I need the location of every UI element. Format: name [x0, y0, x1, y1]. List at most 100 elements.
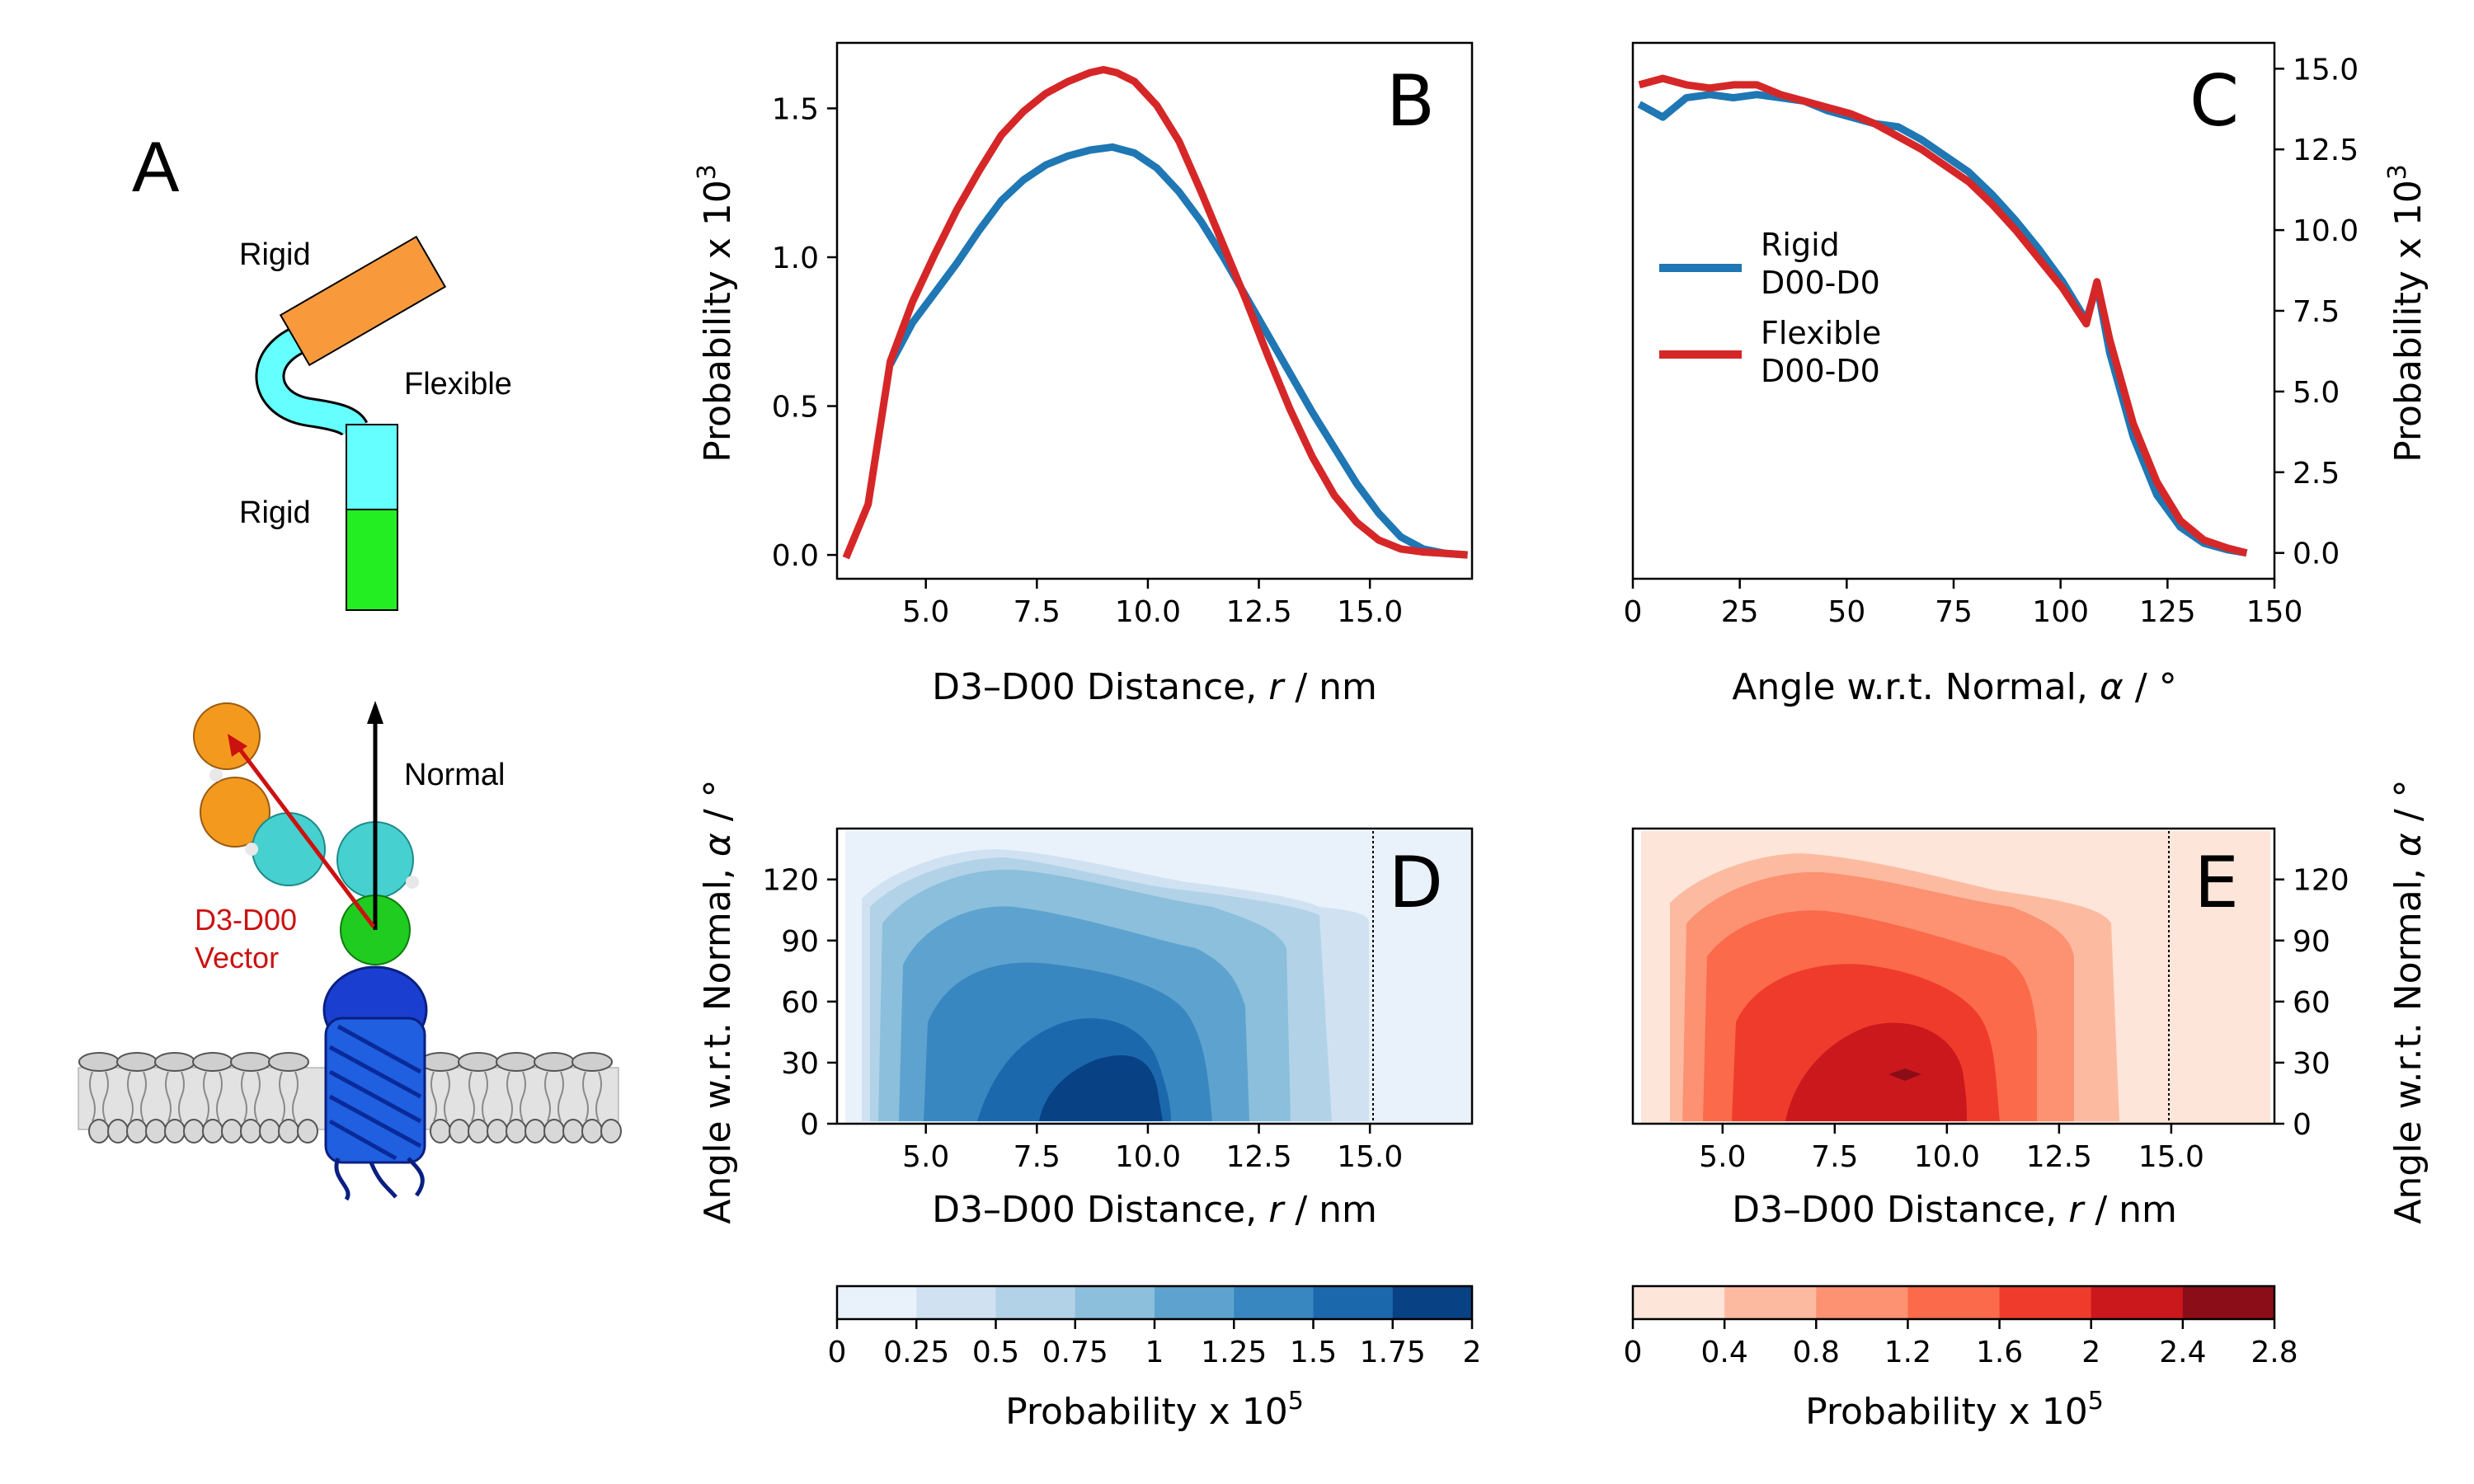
label-rigid-top: Rigid [239, 237, 311, 272]
panel-c-label: C [2189, 60, 2239, 143]
d3-d00-arrowhead [228, 734, 247, 757]
panel-c-ytick-label: 12.5 [2293, 134, 2359, 167]
label-normal: Normal [404, 758, 505, 792]
panel-a: A Rigid Flexible Rigid [78, 128, 622, 1201]
panel-e-xtick-label: 7.5 [1811, 1140, 1858, 1174]
panel-e-colorbar-bin [1999, 1286, 2092, 1319]
panel-b-label: B [1386, 60, 1435, 143]
panel-e-colorbar-label: Probability x 105 [1805, 1387, 2104, 1433]
label-rigid-bottom: Rigid [239, 495, 311, 530]
panel-d-colorbar-bin [1234, 1286, 1314, 1319]
panel-d-colorbar-bin [837, 1286, 917, 1319]
legend-flexible-line1: Flexible [1761, 315, 1881, 351]
panel-e-xlabel: D3–D00 Distance, r / nm [1732, 1189, 2177, 1231]
rigid-domain-green [346, 509, 398, 611]
panel-e-colorbar-tick-label: 2.8 [2251, 1336, 2298, 1369]
panel-d-ytick-label: 0 [800, 1108, 819, 1142]
panel-b-xtick-label: 10.0 [1115, 595, 1181, 629]
panel-c-xtick-label: 50 [1827, 595, 1865, 629]
panel-e-colorbar-tick-label: 1.6 [1976, 1336, 2023, 1369]
panel-b-axes [835, 41, 1474, 580]
panel-c-ytick-label: 2.5 [2293, 457, 2340, 491]
panel-e-colorbar-tick-label: 2 [2081, 1336, 2100, 1369]
protein-barrel [322, 965, 428, 1201]
rigid-domain-cyan [346, 424, 398, 510]
panel-e-colorbar-tick-label: 1.2 [1884, 1336, 1931, 1369]
flexible-linker-fill [257, 322, 366, 436]
panel-e-xtick-label: 12.5 [2026, 1140, 2092, 1174]
panel-e-colorbar-bin [2091, 1286, 2184, 1319]
panel-c-axes [1631, 41, 2276, 580]
panel-c-ytick-label: 15.0 [2293, 53, 2359, 87]
panel-e-ytick-label: 60 [2293, 986, 2331, 1020]
panel-b-ytick-label: 0.5 [772, 391, 819, 425]
panel-d-colorbar-tick-label: 0 [828, 1336, 847, 1369]
panel-b-ytick-label: 0.0 [772, 539, 819, 573]
panel-e-xtick-label: 10.0 [1914, 1140, 1980, 1174]
panel-e-colorbar-bin [1816, 1286, 1908, 1319]
panel-b-series-flexible [842, 66, 1468, 560]
panel-d-colorbar-tick-label: 0.25 [883, 1336, 949, 1369]
panel-e-colorbar-bin [1907, 1286, 2001, 1319]
panel-c-xtick-label: 125 [2139, 595, 2196, 629]
panel-b-ylabel: Probability x 103 [693, 164, 739, 463]
label-flexible: Flexible [404, 367, 512, 402]
legend-rigid-line1: Rigid [1761, 227, 1840, 263]
panel-c-xtick-label: 150 [2246, 595, 2303, 629]
panel-b-xtick-label: 12.5 [1225, 595, 1291, 629]
label-vector-1: D3-D00 [195, 903, 297, 937]
panel-e-ytick-label: 90 [2293, 925, 2331, 959]
panel-d-xtick-label: 7.5 [1014, 1140, 1061, 1174]
panel-d-xtick-label: 10.0 [1115, 1140, 1181, 1174]
panel-d-ytick-label: 120 [762, 864, 819, 898]
label-vector-2: Vector [195, 941, 279, 974]
panel-d-colorbar-tick-label: 2 [1463, 1336, 1482, 1369]
panel-e-colorbar-bin [1724, 1286, 1817, 1319]
panel-e-ytick-label: 30 [2293, 1047, 2331, 1081]
panel-d-ytick-label: 30 [781, 1047, 819, 1081]
panel-c: 0 25 50 75 100 125 150 0.0 2.5 5.0 7.5 10.0 12.5 15.0… [1624, 41, 2429, 708]
panel-d-xtick-label: 5.0 [902, 1140, 949, 1174]
panel-e-colorbar-tick-label: 0 [1624, 1336, 1643, 1369]
panel-e-xtick-label: 5.0 [1699, 1140, 1746, 1174]
legend-rigid-line2: D00-D0 [1761, 265, 1880, 301]
panel-d-label: D [1389, 842, 1443, 924]
d3-d00-vector [236, 744, 375, 928]
panel-d-colorbar-tick-label: 1.5 [1290, 1336, 1337, 1369]
panel-e-colorbar-tick-label: 2.4 [2159, 1336, 2206, 1369]
panel-c-ylabel: Probability x 103 [2383, 164, 2429, 463]
panel-e-axes [1631, 827, 2276, 1125]
panel-e-colorbar-bin [1633, 1286, 1725, 1319]
panel-d-ylabel: Angle w.r.t. Normal, α / ° [697, 779, 739, 1223]
panel-e-colorbar-frame [1631, 1284, 2276, 1321]
panel-c-xtick-label: 75 [1935, 595, 1973, 629]
panel-d-colorbar-label: Probability x 105 [1005, 1387, 1304, 1433]
panel-d-xtick-label: 12.5 [1225, 1140, 1291, 1174]
panel-b-series-rigid [887, 143, 1468, 559]
panel-d-colorbar-tick-label: 0.5 [972, 1336, 1019, 1369]
panel-c-ytick-label: 5.0 [2293, 376, 2340, 410]
panel-d-colorbar-bin [916, 1286, 996, 1319]
panel-c-xtick-label: 100 [2032, 595, 2089, 629]
panel-b-xtick-label: 5.0 [902, 595, 949, 629]
panel-c-legend: Rigid D00-D0 Flexible D00-D0 [1659, 227, 1881, 389]
panel-d-xlabel: D3–D00 Distance, r / nm [932, 1189, 1377, 1231]
normal-arrowhead [367, 701, 383, 724]
panel-c-ytick-label: 7.5 [2293, 295, 2340, 329]
panel-b-ytick-label: 1.0 [772, 242, 819, 275]
panel-d-colorbar-bin [1313, 1286, 1394, 1319]
panel-b-xlabel: D3–D00 Distance, r / nm [932, 666, 1377, 708]
panel-e-xtick-label: 15.0 [2138, 1140, 2204, 1174]
panel-e-ytick-label: 120 [2293, 864, 2349, 898]
panel-d-axes [835, 827, 1474, 1125]
panel-d-ytick-label: 60 [781, 986, 819, 1020]
panel-d-colorbar-tick-label: 1.25 [1201, 1336, 1267, 1369]
panel-c-ytick-label: 0.0 [2293, 538, 2340, 571]
panel-c-ytick-label: 10.0 [2293, 214, 2359, 248]
panel-e-colorbar-tick-label: 0.4 [1701, 1336, 1748, 1369]
panel-e-ytick-label: 0 [2293, 1108, 2312, 1142]
panel-e-colorbar-tick-label: 0.8 [1793, 1336, 1840, 1369]
panel-e-contours [1641, 831, 2270, 1124]
